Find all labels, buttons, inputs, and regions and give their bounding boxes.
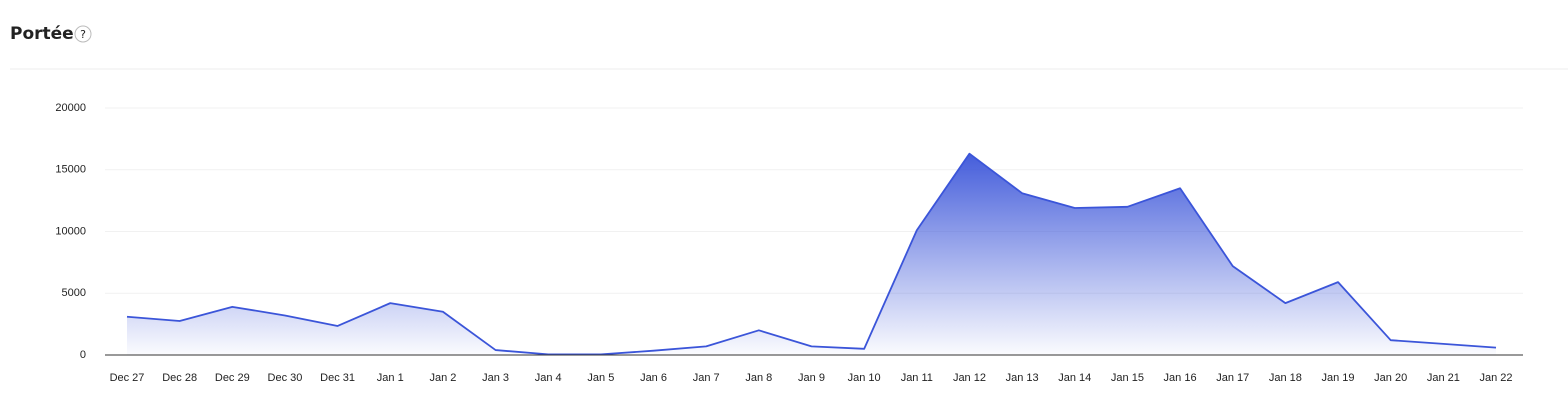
area-line: [126, 152, 1497, 356]
help-icon-circle[interactable]: [74, 25, 92, 43]
y-tick-label: 10000: [55, 225, 86, 237]
x-tick-label: Jan 3: [482, 372, 509, 384]
x-tick-label: Jan 1: [377, 372, 404, 384]
help-icon[interactable]: ?: [80, 28, 86, 41]
x-tick-label: Jan 13: [1006, 372, 1039, 384]
y-tick-label: 15000: [55, 164, 86, 176]
x-tick-label: Dec 29: [215, 372, 250, 384]
x-tick-label: Jan 10: [848, 372, 881, 384]
chart-title: Portée: [10, 24, 74, 44]
y-tick-label: 20000: [55, 102, 86, 114]
x-tick-label: Dec 31: [320, 372, 355, 384]
x-tick-label: Dec 27: [110, 372, 145, 384]
x-tick-label: Jan 21: [1427, 372, 1460, 384]
x-tick-label: Jan 4: [535, 372, 562, 384]
x-tick-label: Jan 9: [798, 372, 825, 384]
x-tick-label: Jan 22: [1479, 372, 1512, 384]
x-tick-label: Jan 18: [1269, 372, 1302, 384]
y-tick-label: 5000: [62, 287, 86, 299]
x-tick-label: Dec 30: [268, 372, 303, 384]
x-tick-label: Jan 11: [901, 372, 933, 384]
x-tick-label: Jan 6: [640, 372, 667, 384]
x-tick-label: Jan 19: [1322, 372, 1355, 384]
y-tick-label: 0: [80, 349, 86, 361]
area-fill: [127, 153, 1496, 355]
x-tick-label: Jan 17: [1216, 372, 1249, 384]
x-tick-label: Jan 15: [1111, 372, 1144, 384]
x-tick-label: Jan 14: [1058, 372, 1091, 384]
x-tick-label: Jan 7: [693, 372, 720, 384]
x-tick-label: Jan 5: [587, 372, 614, 384]
x-tick-label: Jan 16: [1164, 372, 1197, 384]
x-tick-label: Jan 12: [953, 372, 986, 384]
x-tick-label: Jan 8: [745, 372, 772, 384]
x-tick-label: Dec 28: [162, 372, 197, 384]
x-tick-label: Jan 2: [429, 372, 456, 384]
x-tick-label: Jan 20: [1374, 372, 1407, 384]
